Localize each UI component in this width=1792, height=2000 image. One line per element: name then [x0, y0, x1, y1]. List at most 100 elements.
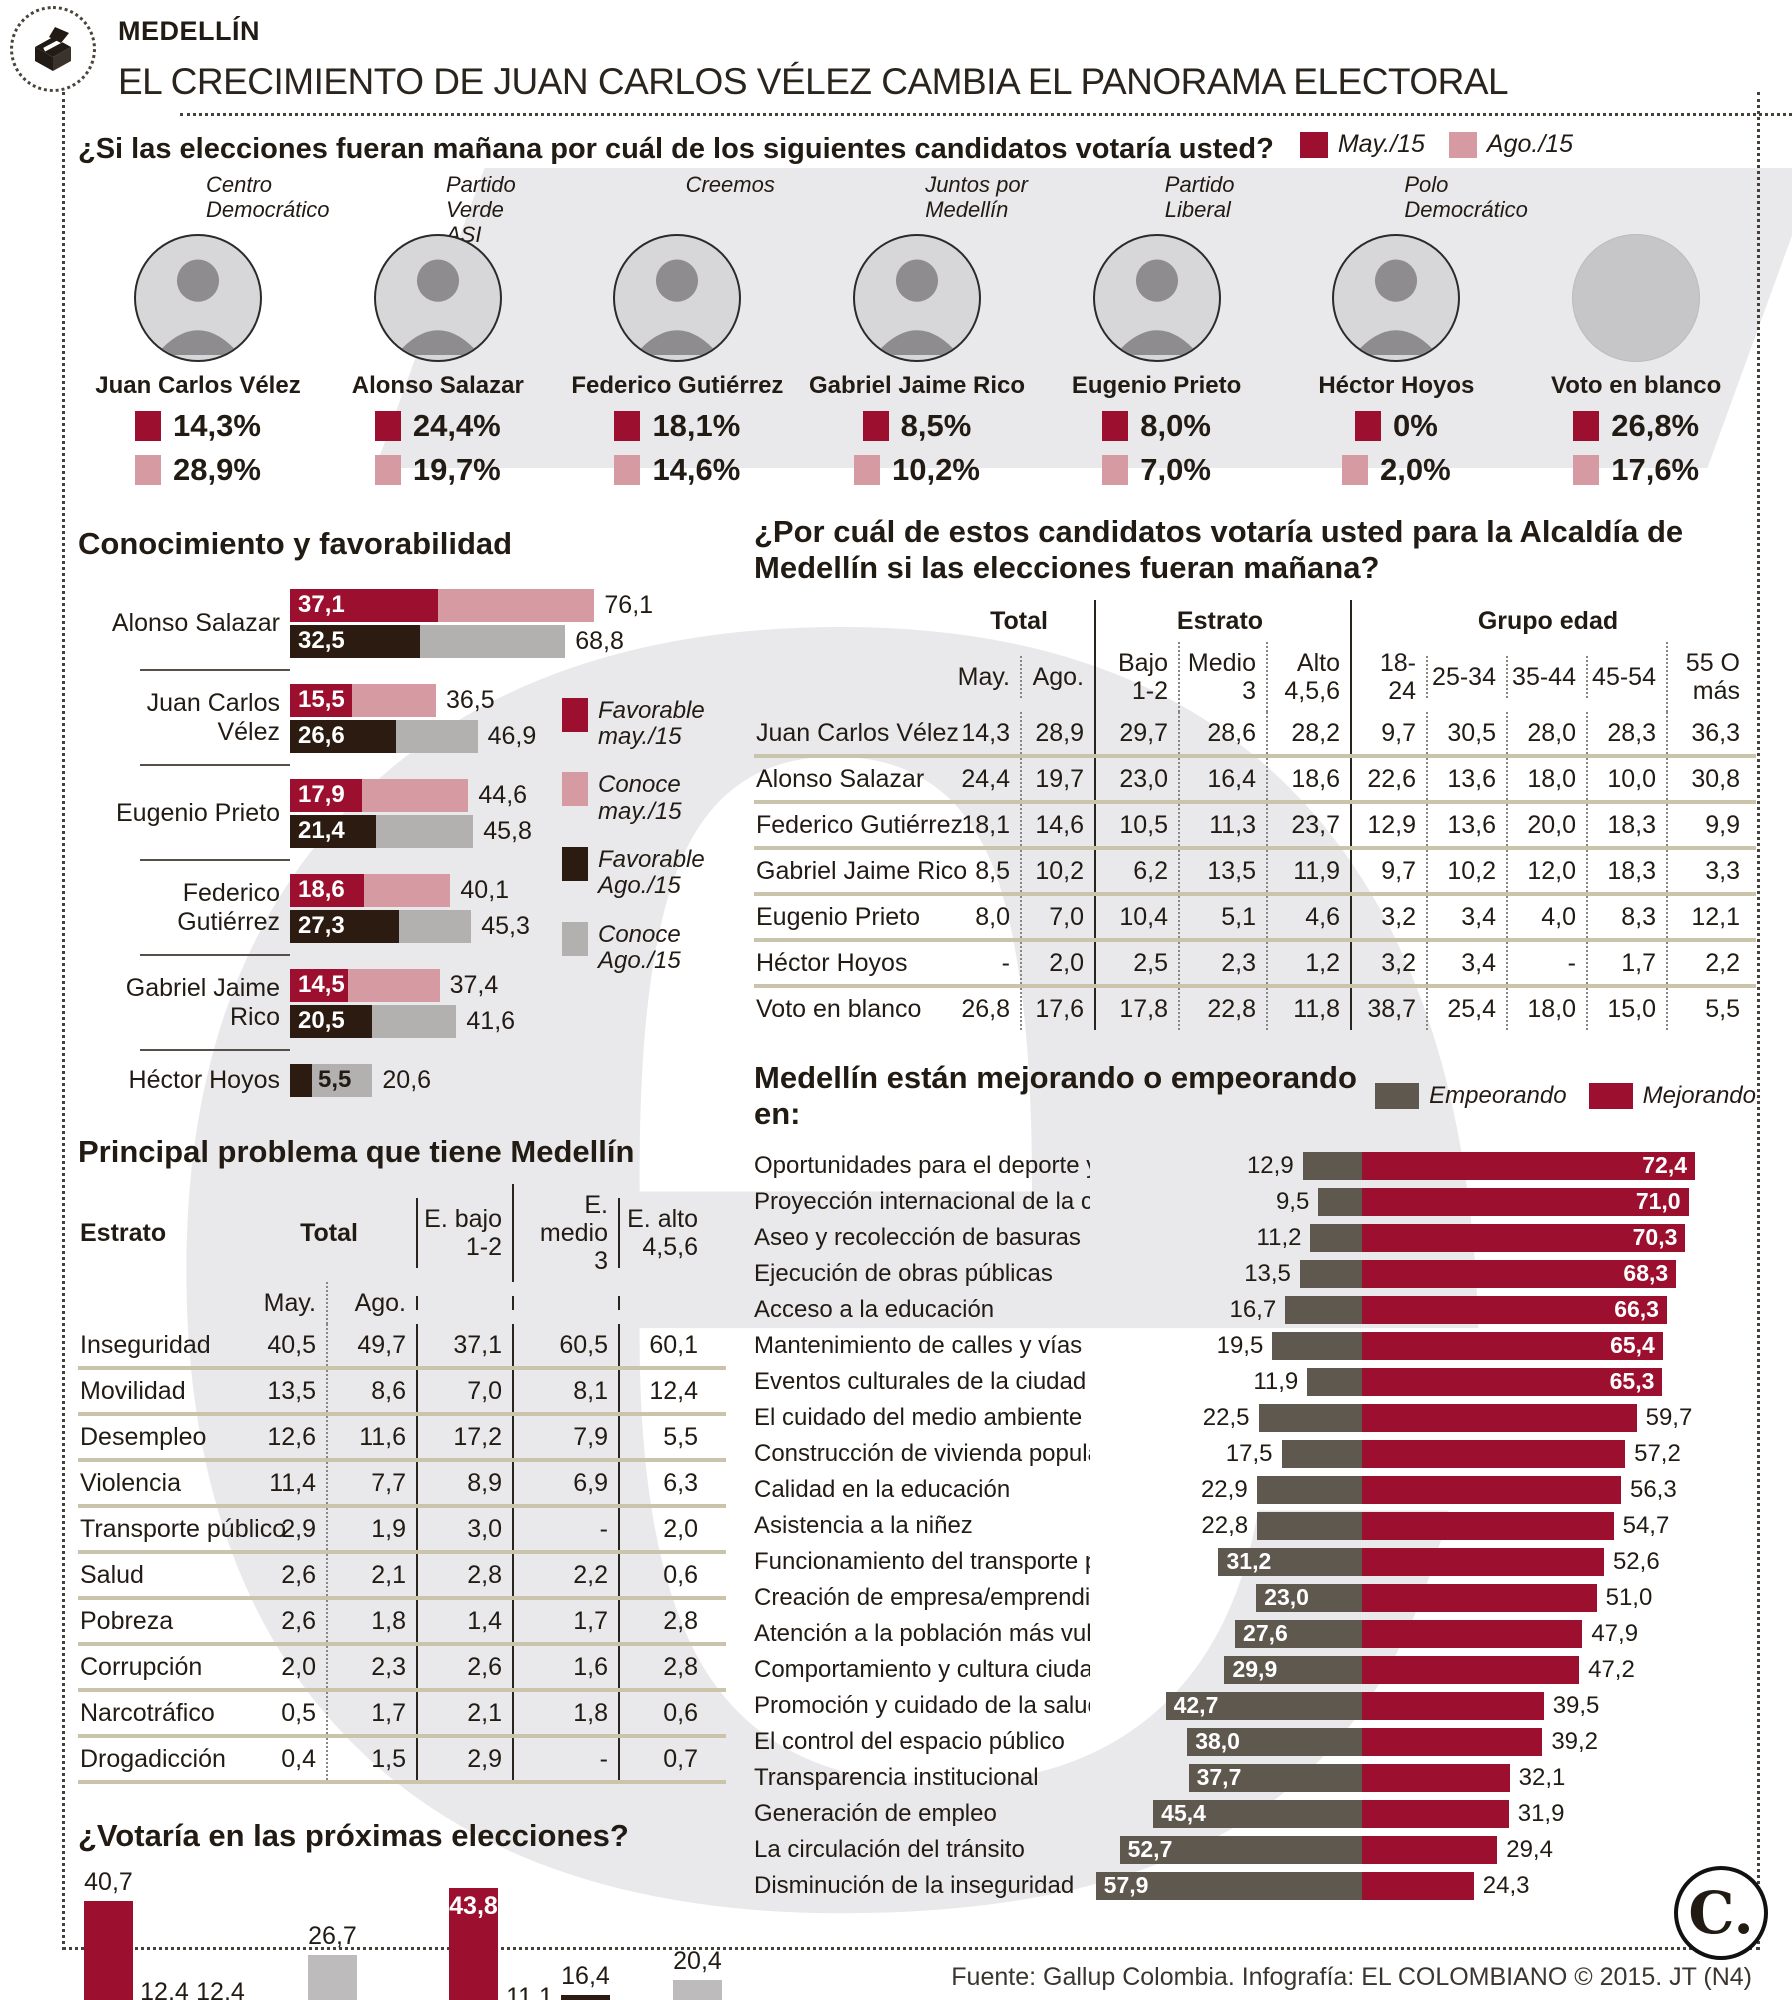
mejorando-bar	[1362, 1835, 1498, 1864]
table-row: Movilidad 13,5 8,6 7,0 8,1 12,4	[78, 1369, 726, 1416]
legend-label: Favorable Ago./15	[598, 846, 705, 900]
table-cell: 0,6	[618, 1553, 708, 1596]
table-cell: 14,6	[1020, 803, 1094, 846]
table-cell: 9,7	[1350, 849, 1426, 892]
bar-value: 11,1	[506, 1982, 553, 2000]
row-label: Calidad en la educación	[754, 1475, 1011, 1503]
row-label: Movilidad	[80, 1376, 186, 1405]
candidate-party: Polo Democrático	[1404, 171, 1528, 222]
table-cell: 4,0	[1506, 895, 1586, 938]
may15-swatch	[862, 410, 889, 441]
favorable-value: 5,5	[318, 1066, 352, 1093]
favorability-group: Alonso Salazar 37,1 76,1 32,5 68,8	[78, 586, 726, 661]
table-cell: 13,5	[267, 1376, 316, 1405]
row-label: Inseguridad	[80, 1330, 211, 1359]
row-label: Aseo y recolección de basuras	[754, 1223, 1081, 1251]
mejorando-bar	[1362, 1511, 1614, 1540]
candidate-name: Héctor Hoyos	[1318, 371, 1475, 399]
favorable-swatch	[562, 847, 588, 882]
favorable-value: 20,5	[298, 1007, 345, 1034]
table-cell: 26,8	[961, 994, 1010, 1023]
empeorando-bar: 38,0	[1187, 1727, 1362, 1756]
legend-item: Conoce Ago./15	[562, 921, 720, 975]
group-edad: Grupo edad	[1350, 599, 1750, 642]
mejorando-value: 54,7	[1622, 1511, 1670, 1539]
candidate-pct-ago: 2,0%	[1342, 452, 1451, 488]
ago15-swatch	[1573, 454, 1600, 485]
table-cell: 0,7	[618, 1737, 708, 1780]
votaria-bar: 43,8	[449, 1888, 498, 2000]
empeorando-value: 22,5	[1202, 1403, 1250, 1431]
votaria-bar	[673, 1979, 722, 2000]
favorability-bar-row: 32,5 68,8	[290, 624, 726, 658]
empeorando-value: 11,9	[1253, 1367, 1299, 1395]
candidate-party: Creemos	[685, 171, 775, 197]
mejorando-zone: 29,4	[1362, 1835, 1553, 1864]
table-cell: 1,8	[326, 1599, 416, 1642]
empeorando-zone: 12,9	[1090, 1151, 1362, 1180]
conoce-bar: 14,5	[290, 968, 440, 1002]
candidate-label: Gabriel Jaime Rico	[125, 974, 280, 1031]
votaria-group: 43,8 11,1 16,4 7,3 20,4	[449, 1868, 722, 2000]
empeorando-swatch	[1375, 1082, 1420, 1109]
table-cell: 2,2	[1666, 941, 1750, 984]
table-cell: 18,3	[1586, 803, 1666, 846]
empeorando-value: 29,9	[1232, 1656, 1278, 1682]
mejorando-legend: Empeorando Mejorando	[1375, 1082, 1756, 1110]
table-row: Transporte público 2,9 1,9 3,0-2,0	[78, 1507, 726, 1554]
table-row: Inseguridad 40,5 49,7 37,1 60,5 60,1	[78, 1323, 726, 1370]
dotted-frame	[62, 92, 1760, 1950]
conoce-bar: 27,3	[290, 909, 472, 943]
favorable-bar: 14,5	[290, 968, 348, 1002]
mejorando-zone: 24,3	[1362, 1871, 1529, 1900]
column-header: Bajo 1-2	[1094, 641, 1178, 712]
table-cell: 2,9	[281, 1514, 316, 1543]
table-cell: 8,3	[1586, 895, 1666, 938]
favorability-legend: Favorable may./15 Conoce may./15 Favorable…	[562, 697, 720, 975]
favorable-value: 27,3	[298, 912, 345, 939]
mejorando-value: 47,2	[1588, 1655, 1635, 1683]
row-label: El cuidado del medio ambiente	[754, 1403, 1083, 1431]
group-separator	[140, 668, 290, 671]
candidate-label: Héctor Hoyos	[128, 1065, 280, 1094]
table-row: Narcotráfico 0,5 1,7 2,1 1,8 0,6	[78, 1691, 726, 1738]
mejorando-value: 32,1	[1518, 1763, 1566, 1791]
favorable-bar: 18,6	[290, 873, 365, 907]
table-cell: -	[512, 1507, 618, 1550]
group-total: Total	[990, 606, 1048, 635]
table-cell: 1,5	[326, 1737, 416, 1780]
table-cell: 23,0	[1094, 757, 1178, 800]
may15-label: May./15	[1337, 130, 1425, 158]
candidate-pct-may: 26,8%	[1573, 408, 1699, 444]
group-separator	[140, 1048, 290, 1051]
row-label: Transparencia institucional	[754, 1763, 1039, 1791]
row-label: Creación de empresa/emprendimiento	[754, 1583, 1090, 1611]
problema-table: Estrato Total E. bajo 1-2 E. medio 3 E. alto…	[78, 1183, 726, 1784]
favorability-groups: Alonso Salazar 37,1 76,1 32,5 68,8 Juan Carlo…	[78, 586, 726, 1100]
candidate-pct-ago-value: 7,0%	[1140, 451, 1211, 487]
favorability-bar-row: 27,3 45,3	[290, 909, 726, 943]
table-cell: 2,3	[326, 1645, 416, 1688]
candidate-pct-ago: 28,9%	[135, 452, 261, 488]
mejorando-label: Mejorando	[1642, 1081, 1756, 1109]
table-cell: 22,8	[1178, 987, 1266, 1030]
column-header: May.	[957, 662, 1010, 691]
empeorando-zone: 52,7	[1090, 1835, 1362, 1864]
conoce-bar: 32,5	[290, 624, 566, 658]
votaria-group: 40,712,412,46,726,7	[84, 1868, 357, 2000]
intention-legend: May./15 Ago./15	[1299, 130, 1573, 159]
table-cell: 2,0	[281, 1652, 316, 1681]
table-column-header: May. Ago. Bajo 1-2 Medio 3 Alto 4,5,6 18-24 25…	[754, 641, 1756, 712]
empeorando-zone: 29,9	[1090, 1655, 1362, 1684]
mejorando-row: Creación de empresa/emprendimiento 23,0 51…	[754, 1580, 1756, 1616]
may15-swatch	[1573, 410, 1600, 441]
empeorando-zone: 31,2	[1090, 1547, 1362, 1576]
mejorando-header: Medellín están mejorando o empeorando en…	[754, 1060, 1756, 1132]
row-label: Mantenimiento de calles y vías	[754, 1331, 1083, 1359]
candidate-label: Federico Gutiérrez	[177, 879, 280, 936]
candidate-pct-ago-value: 28,9%	[173, 451, 261, 487]
mejorando-row: Asistencia a la niñez 22,8 54,7	[754, 1508, 1756, 1544]
table-cell: 2,0	[1020, 941, 1094, 984]
row-label: Atención a la población más vulnerable	[754, 1619, 1090, 1647]
candidates-row: Centro Democrático Juan Carlos Vélez 14,3%…	[78, 172, 1756, 488]
